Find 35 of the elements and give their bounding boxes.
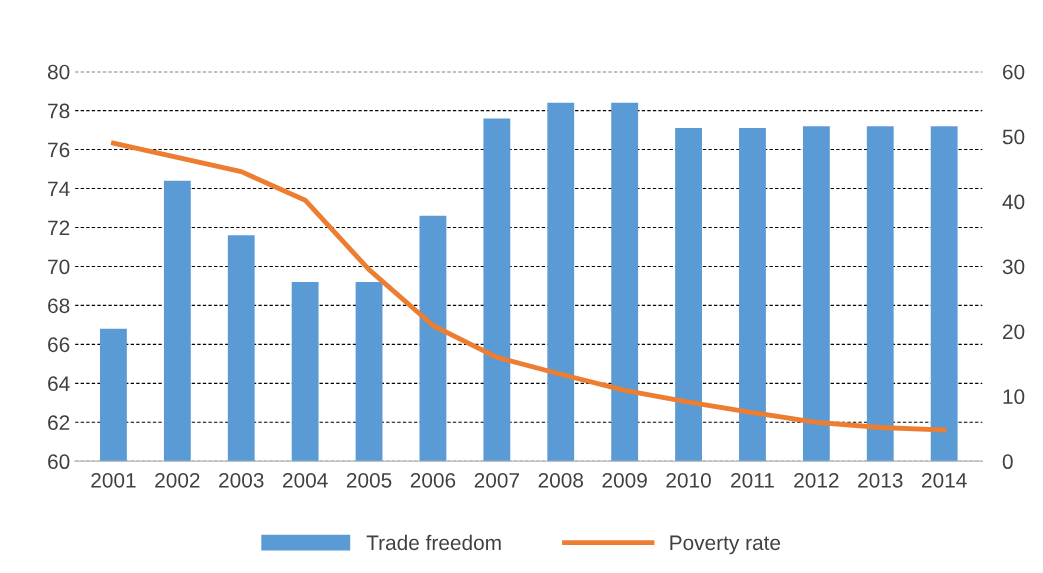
legend-label: Poverty rate — [670, 535, 781, 555]
y-tick-label: 70 — [48, 259, 70, 275]
legend-label: Trade freedom — [366, 534, 501, 551]
x-tick-label: 2012 — [794, 472, 839, 488]
y2-tick-label: 30 — [1002, 259, 1025, 275]
y-tick-label: 66 — [48, 337, 70, 353]
x-tick-label: 2009 — [602, 472, 647, 488]
y2-tick-label: 20 — [1003, 324, 1025, 340]
y2-tick-label: 60 — [1003, 64, 1025, 80]
line-series — [111, 140, 947, 433]
x-tick-label: 2008 — [538, 472, 584, 488]
y-tick-label: 80 — [47, 64, 70, 80]
x-tick-label: 2005 — [346, 472, 392, 488]
y-tick-label: 78 — [48, 103, 70, 119]
x-tick-label: 2013 — [858, 472, 903, 488]
x-tick-label: 2007 — [474, 472, 519, 488]
y-tick-label: 72 — [48, 220, 70, 236]
x-tick-label: 2004 — [283, 472, 328, 488]
x-tick-label: 2006 — [410, 472, 456, 488]
y-tick-label: 68 — [48, 298, 70, 314]
y-tick-label: 62 — [48, 415, 70, 431]
x-tick-label: 2003 — [219, 472, 264, 488]
y2-tick-label: 0 — [1002, 454, 1013, 470]
y-tick-label: 76 — [48, 142, 70, 158]
x-tick-label: 2011 — [731, 472, 774, 488]
x-tick-label: 2002 — [155, 472, 200, 488]
y2-tick-label: 10 — [1003, 389, 1025, 405]
x-tick-label: 2010 — [666, 472, 711, 488]
y2-tick-label: 50 — [1002, 129, 1025, 145]
y-tick-label: 60 — [48, 454, 70, 470]
y-tick-label: 74 — [48, 181, 70, 197]
x-tick-label: 2014 — [922, 472, 967, 488]
y-tick-label: 64 — [48, 376, 70, 392]
x-tick-label: 2001 — [91, 472, 136, 488]
y2-tick-label: 40 — [1002, 194, 1025, 210]
